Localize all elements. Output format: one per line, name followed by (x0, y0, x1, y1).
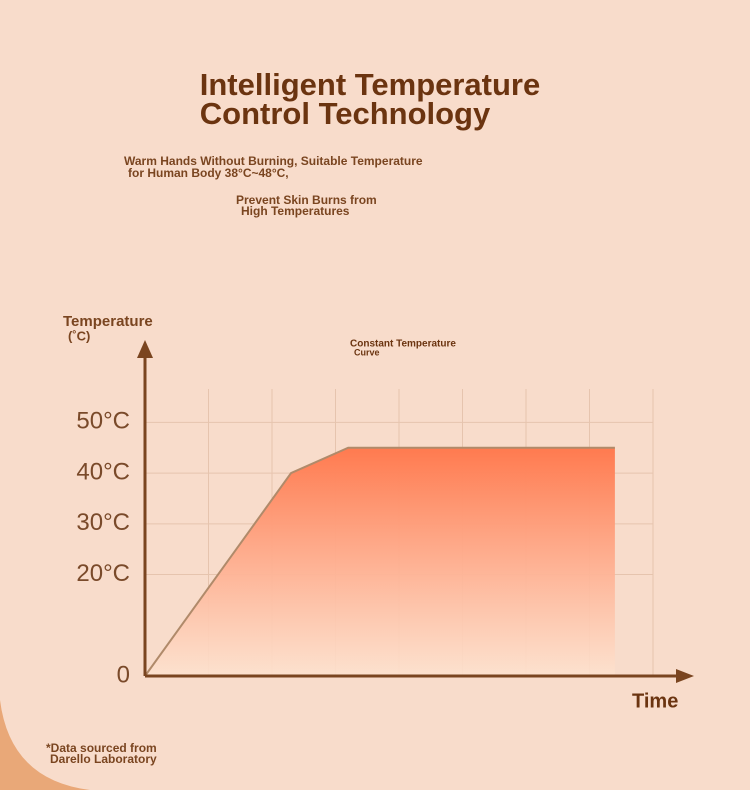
footnote: *Data sourced from (46, 741, 157, 755)
annotation: Constant Temperature (350, 339, 456, 350)
note-line: High Temperatures (241, 204, 350, 218)
y-tick-label: 50°C (76, 408, 130, 435)
footnote: Darello Laboratory (50, 752, 157, 766)
note-line: Prevent Skin Burns from (236, 193, 377, 207)
plot: 0 20°C 30°C 40°C 50°C (76, 340, 694, 688)
title-line: Control Technology (200, 96, 491, 131)
area (145, 447, 615, 676)
y-axis-arrow (137, 340, 153, 358)
curve-line (144, 446, 615, 677)
subtitle-line: for Human Body 38°C~48°C, (128, 166, 289, 180)
x-axis-label: Time (632, 690, 678, 712)
x-axis-arrow (676, 669, 694, 683)
subtitle-line: Warm Hands Without Burning, Suitable Tem… (124, 154, 423, 168)
title-line: Intelligent Temperature (200, 67, 541, 102)
y-tick-label: 0 (117, 661, 130, 688)
annotation: Curve (354, 347, 380, 357)
y-tick-label: 30°C (76, 509, 130, 536)
corner-decoration (0, 700, 90, 790)
y-axis-label: (˚C) (68, 328, 90, 343)
y-tick-label: 40°C (76, 458, 130, 485)
y-tick-label: 20°C (76, 560, 130, 587)
y-axis-label: Temperature (63, 313, 153, 330)
